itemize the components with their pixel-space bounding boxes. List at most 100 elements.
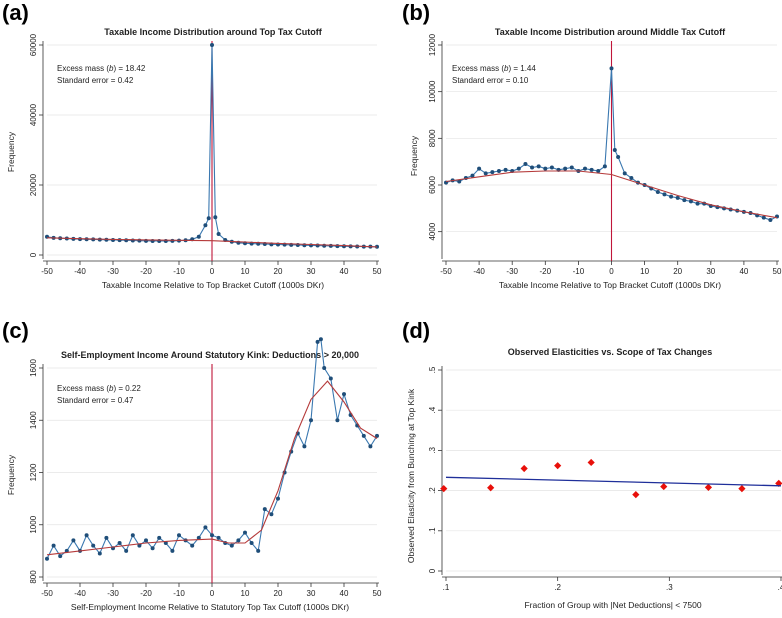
panel-a-xticks: -50 -40 -30 -20 -10 0 10 20 30 40 50: [41, 261, 382, 276]
panel-b-observed-point: [483, 171, 488, 176]
panel-a-observed-point: [328, 243, 333, 248]
panel-c-xtick-label: 40: [340, 589, 349, 598]
panel-d-yticks: 0 .1 .2 .3 .4 .5: [428, 366, 442, 573]
panel-a-xtick-label: -50: [41, 267, 53, 276]
panel-a-observed-point: [170, 238, 175, 243]
panel-c-observed-point: [130, 533, 135, 538]
panel-a-xtick-label: 10: [241, 267, 250, 276]
panel-d-ytick-label: .5: [428, 366, 437, 373]
panel-c-observed-point: [190, 543, 195, 548]
panel-b-observed-point: [662, 192, 667, 197]
panel-b-observed-point: [477, 166, 482, 171]
panel-d-scatter-point: [660, 482, 668, 491]
panel-b-xtick-label: -40: [473, 267, 485, 276]
panel-b-series: [444, 66, 779, 222]
panel-b-xlabel: Taxable Income Relative to Top Bracket C…: [499, 280, 721, 290]
panel-b-xtick-label: -20: [540, 267, 552, 276]
panel-b-ylabel: Frequency: [409, 135, 419, 176]
panel-c-observed-point: [342, 392, 346, 397]
panel-b-xtick-label: 20: [673, 267, 682, 276]
panel-c-xtick-label: -10: [173, 589, 185, 598]
panel-b-observed-point: [563, 166, 568, 171]
panel-c-observed-point: [302, 444, 307, 449]
panel-b-xtick-label: 10: [640, 267, 649, 276]
panel-c-observed-point: [328, 376, 333, 381]
panel-b-observed-point: [516, 166, 521, 171]
panel-d: (d) Observed Elasticities vs. Scope of T…: [402, 318, 782, 610]
panel-c-xticks: -50 -40 -30 -20 -10 0 10 20 30 40 50: [41, 583, 382, 598]
panel-c-observed-point: [45, 556, 49, 561]
panel-c-xtick-label: -30: [107, 589, 119, 598]
panel-c-xlabel: Self-Employment Income Relative to Statu…: [71, 602, 349, 612]
panel-c-series: [45, 337, 379, 561]
panel-b-observed-point: [457, 179, 462, 184]
panel-b-observed-point: [688, 199, 693, 204]
panel-b-xtick-label: 0: [609, 267, 614, 276]
panel-b-annotation-2: Standard error = 0.10: [452, 76, 529, 85]
panel-d-xtick-label: .4: [778, 583, 782, 592]
panel-b-observed-point: [602, 164, 607, 169]
panel-d-xlabel: Fraction of Group with |Net Deductions| …: [524, 600, 701, 610]
panel-b-observed-point: [583, 166, 588, 171]
panel-d-scatter-point: [738, 484, 746, 493]
panel-b-observed-point: [655, 190, 660, 194]
panel-b-xtick-label: -10: [573, 267, 585, 276]
panel-d-scatter-point: [587, 458, 595, 467]
panel-d-xtick-label: .1: [443, 583, 450, 592]
panel-b-observed-point: [596, 169, 601, 173]
panel-b: (b) Taxable Income Distribution around M…: [402, 0, 782, 290]
panel-c-observed-point: [203, 525, 208, 530]
panel-d-ytick-label: .2: [428, 487, 437, 494]
panel-a-ytick-label: 0: [29, 252, 38, 257]
panel-a-ytick-label: 20000: [29, 173, 38, 196]
panel-b-observed-line: [445, 68, 778, 221]
panel-c-observed-line: [46, 338, 378, 559]
panel-d-ylabel: Observed Elasticity from Bunching at Top…: [406, 388, 416, 563]
panel-c-annotation-1: Excess mass (b) = 0.22: [57, 384, 141, 393]
panel-c-yticks: 800 1000 1200 1400 1600: [29, 359, 43, 584]
panel-a-counterfactual-line: [46, 237, 378, 248]
panel-d-scatter-point: [632, 491, 640, 499]
panel-a-xtick-label: -30: [107, 267, 119, 276]
panel-c-observed-point: [309, 418, 313, 423]
panel-c-observed-point: [318, 337, 323, 342]
panel-a-xtick-label: -40: [74, 267, 86, 276]
panel-b-annotation-1: Excess mass (b) = 1.44: [452, 64, 536, 73]
panel-a-annotation-1: Excess mass (b) = 18.42: [57, 64, 146, 73]
panel-c-observed-point: [236, 538, 241, 543]
panel-c-observed-point: [210, 533, 214, 538]
panel-b-ytick-label: 4000: [428, 222, 437, 240]
panel-a-yticks: 0 20000 40000 60000: [29, 33, 43, 257]
panel-c-observed-point: [71, 538, 76, 543]
panel-b-ytick-label: 12000: [428, 33, 437, 56]
panel-c-xtick-label: -40: [74, 589, 86, 598]
panel-a-observed-point: [322, 243, 327, 248]
panel-c-observed-point: [322, 366, 327, 370]
panel-a-observed-point: [342, 244, 346, 249]
panel-b-title: Taxable Income Distribution around Middl…: [495, 27, 726, 37]
panel-d-axes: [441, 366, 782, 578]
panel-a-observed-point: [210, 43, 214, 47]
panel-a-title: Taxable Income Distribution around Top T…: [104, 27, 323, 37]
panel-c-observed-point: [104, 535, 109, 540]
panel-c-observed-point: [196, 535, 201, 540]
panel-a-ylabel: Frequency: [6, 131, 16, 172]
panel-b-observed-point: [490, 170, 495, 175]
panel-c-observed-point: [229, 543, 234, 548]
panel-a-observed-point: [203, 223, 208, 228]
panel-d-scatter-point: [440, 484, 448, 493]
panel-c-observed-point: [368, 444, 373, 449]
panel-c-counterfactual-line: [46, 380, 378, 556]
panel-c-observed-point: [58, 554, 63, 559]
panel-b-axes: [441, 41, 779, 262]
panel-a-ytick-label: 40000: [29, 103, 38, 126]
panel-c-observed-point: [269, 512, 274, 517]
panel-b-ytick-label: 10000: [428, 80, 437, 103]
panel-d-ytick-label: .4: [428, 406, 437, 413]
panel-a-xtick-label: -20: [140, 267, 152, 276]
panel-b-label: (b): [402, 0, 430, 25]
panel-a: (a) Taxable Income Distribution around T…: [2, 0, 382, 290]
panel-c-xtick-label: 30: [307, 589, 316, 598]
panel-b-observed-point: [530, 165, 535, 170]
